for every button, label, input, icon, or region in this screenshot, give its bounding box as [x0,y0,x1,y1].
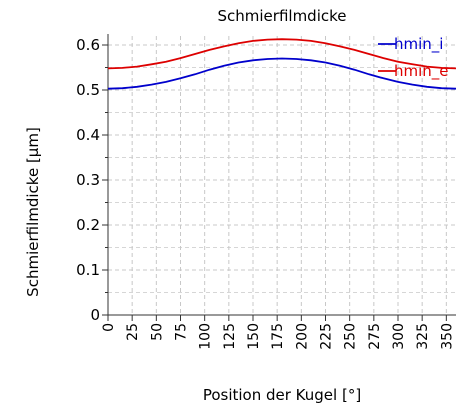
x-axis-label: Position der Kugel [°] [203,386,361,404]
x-tick-label: 50 [149,323,165,341]
y-tick-label: 0 [90,306,100,324]
x-tick-label: 250 [343,323,359,350]
y-tick-label: 0.6 [76,36,100,54]
axes [102,34,456,321]
y-axis-label: Schmierfilmdicke [µm] [24,127,42,297]
y-axis-ticks: 0 0.1 0.2 0.3 0.4 0.5 0.6 [76,36,100,324]
x-tick-label: 325 [415,323,431,350]
chart-title: Schmierfilmdicke [218,7,347,25]
y-tick-label: 0.2 [76,216,100,234]
series-line-hmin-i [107,57,457,90]
x-tick-label: 75 [174,323,190,341]
y-tick-label: 0.5 [76,81,100,99]
y-tick-label: 0.1 [76,261,100,279]
x-tick-label: 275 [367,323,383,350]
series-line-hmin-e [107,38,457,70]
x-tick-label: 0 [101,323,117,332]
x-tick-label: 300 [391,323,407,350]
y-tick-label: 0.3 [76,171,100,189]
x-axis-ticks: 0 25 50 75 100 125 150 175 200 225 250 275 300 325 350 [101,323,455,350]
x-tick-label: 125 [222,323,238,350]
x-tick-label: 350 [439,323,455,350]
x-tick-label: 225 [319,323,335,350]
x-tick-label: 175 [270,323,286,350]
x-tick-label: 100 [198,323,214,350]
legend-label-hmin-e: hmin_e [394,62,449,81]
legend: hmin_i hmin_e [378,35,449,81]
x-tick-label: 25 [125,323,141,341]
x-tick-label: 150 [246,323,262,350]
x-tick-label: 200 [294,323,310,350]
y-tick-label: 0.4 [76,126,100,144]
legend-label-hmin-i: hmin_i [394,35,443,54]
series-lines [107,38,457,90]
